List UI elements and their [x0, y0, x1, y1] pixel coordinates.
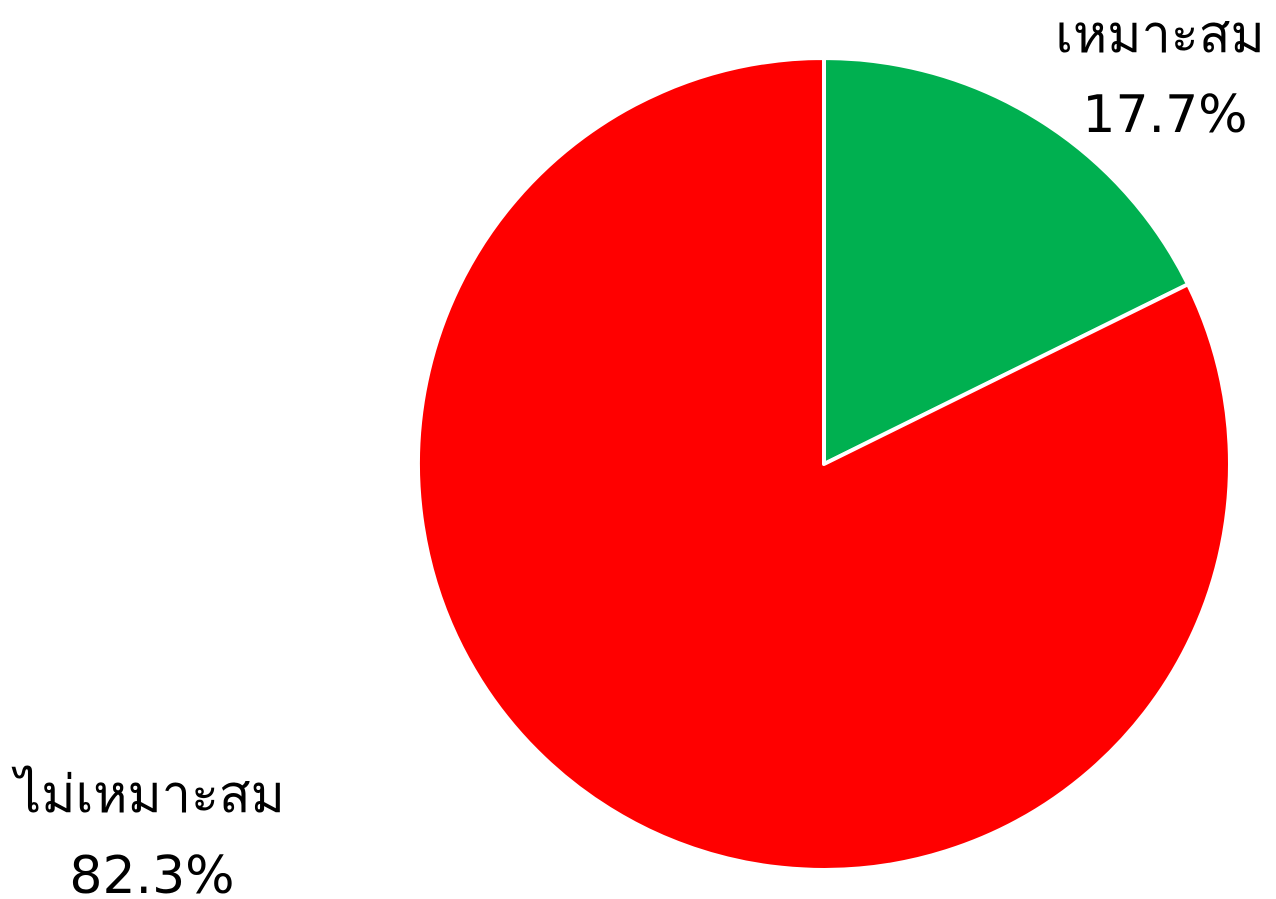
- pie-slice-unsuitable: [416, 56, 1232, 872]
- slice-label-suitable: เหมาะสม: [1055, 5, 1264, 65]
- slice-label-group-suitable: เหมาะสม 17.7%: [1055, 5, 1264, 145]
- slice-label-group-unsuitable: ไม่เหมาะสม 82.3%: [11, 765, 285, 899]
- pie-slice-suitable: [822, 56, 1191, 466]
- slice-label-unsuitable: ไม่เหมาะสม: [11, 765, 285, 825]
- slice-percent-unsuitable: 82.3%: [69, 846, 234, 899]
- pie-slices: [416, 56, 1232, 872]
- slice-percent-suitable: 17.7%: [1082, 85, 1247, 145]
